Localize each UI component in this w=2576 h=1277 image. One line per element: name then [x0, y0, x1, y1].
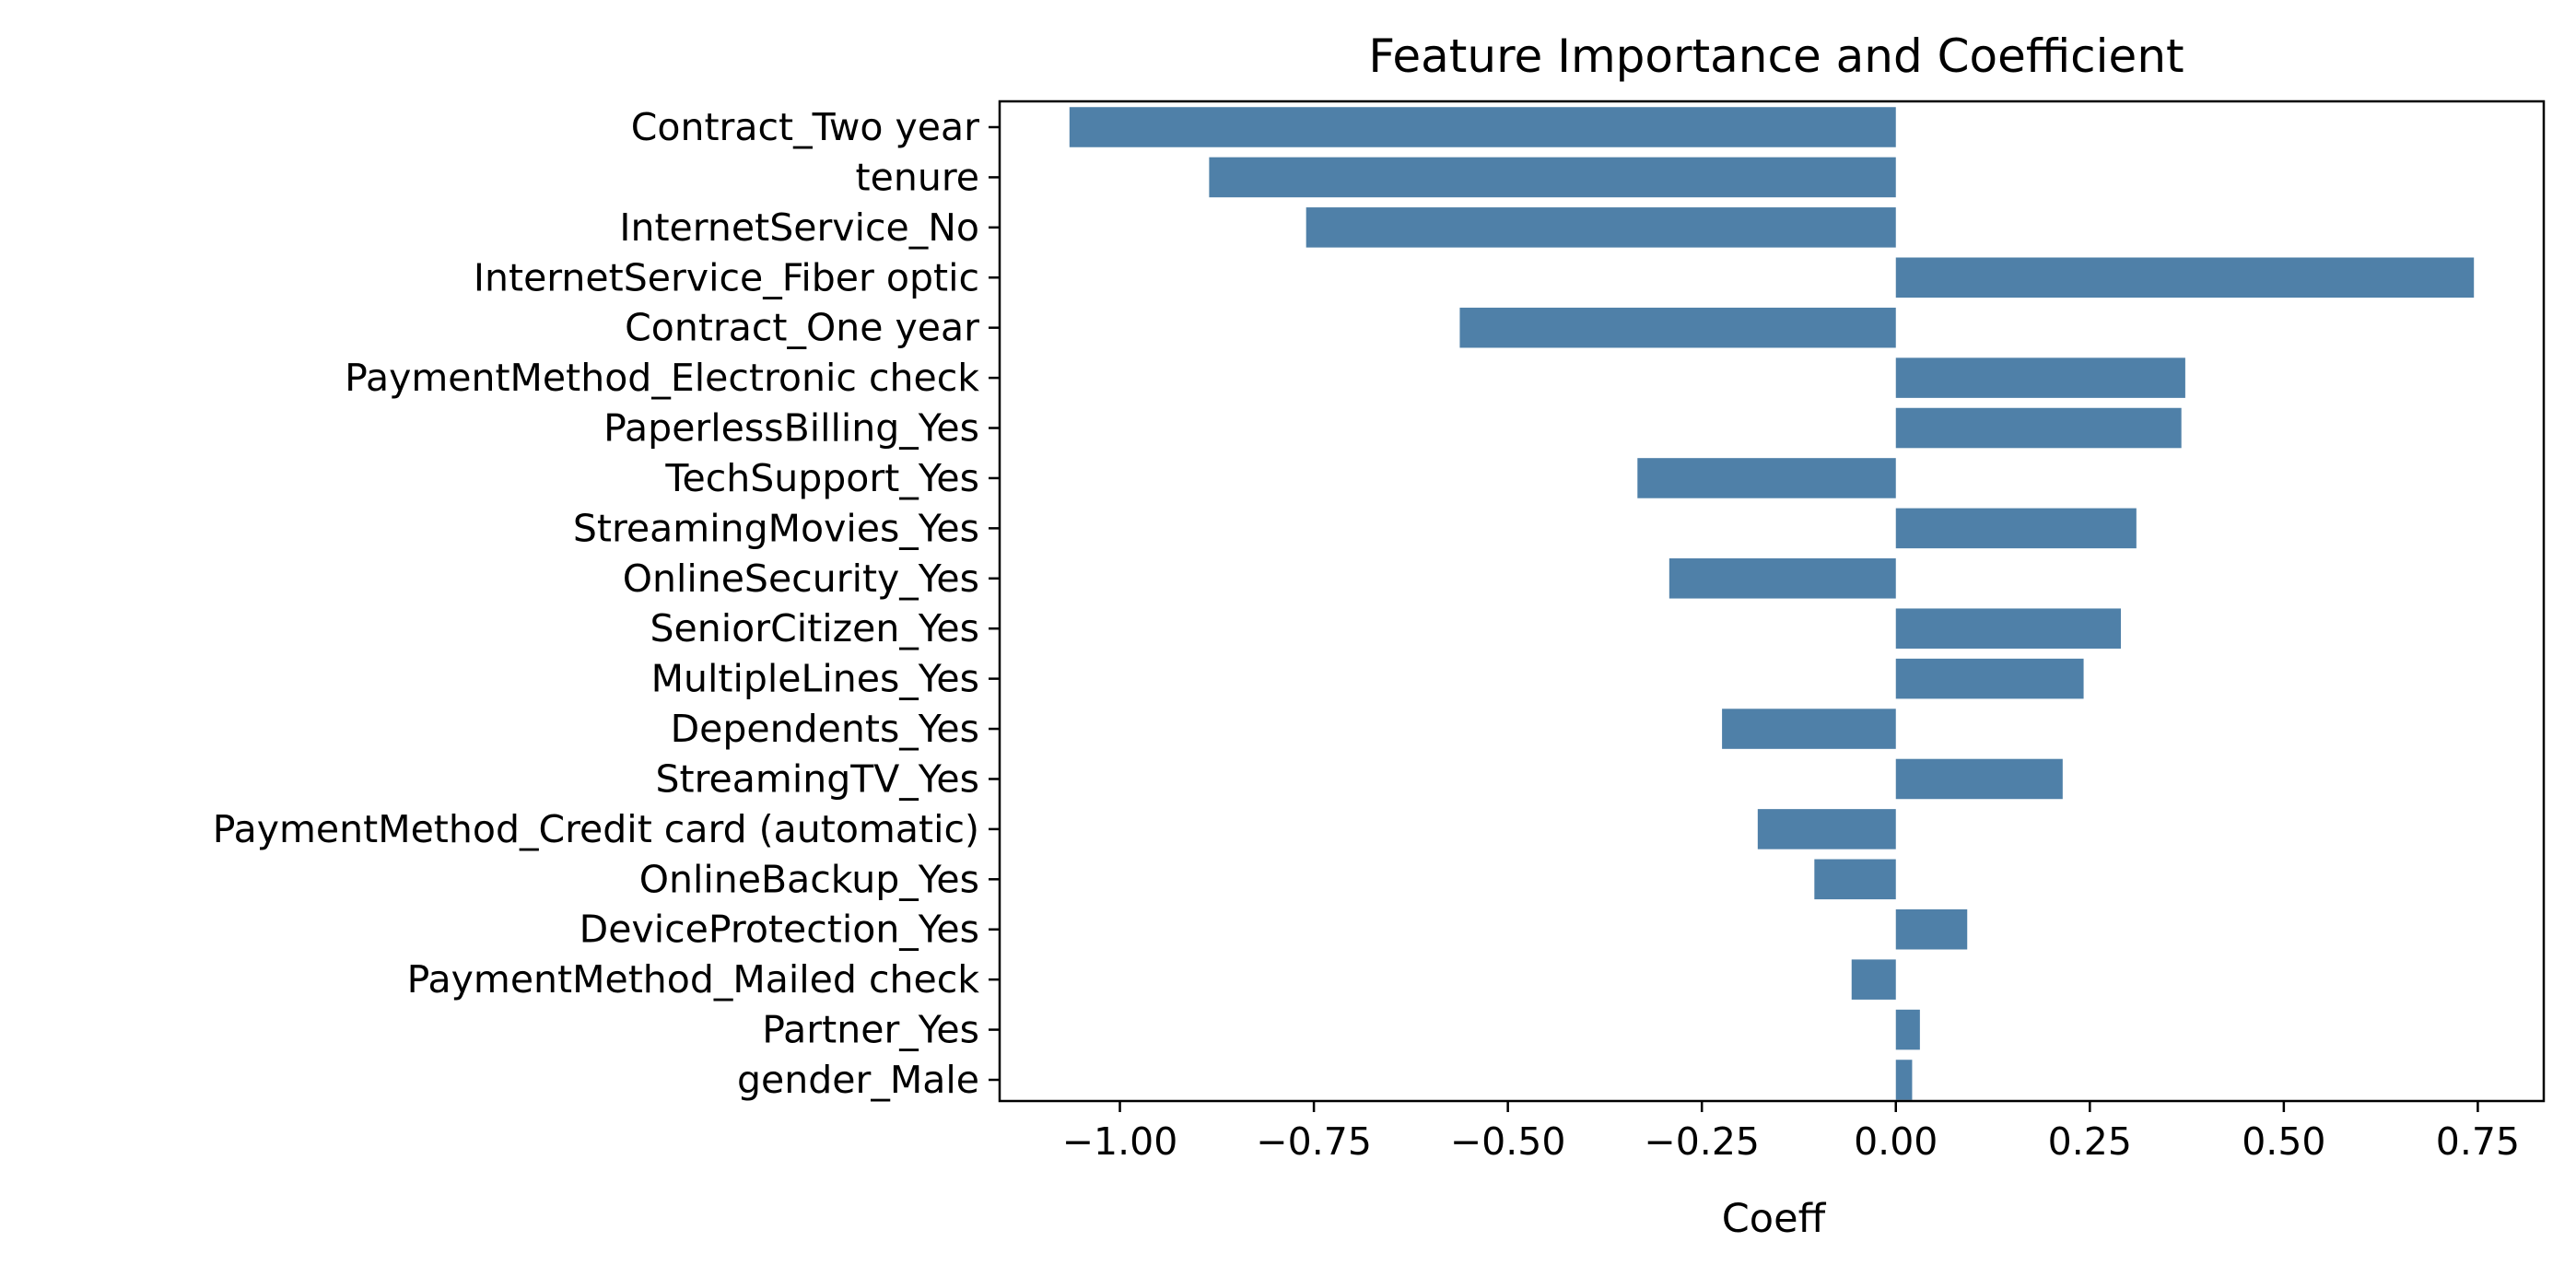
bar-19 [1895, 1060, 1913, 1100]
bar-6 [1895, 407, 2182, 449]
y-tick-label: OnlineSecurity_Yes [623, 556, 979, 601]
y-tick-label: MultipleLines_Yes [651, 657, 979, 701]
y-tick-label: DeviceProtection_Yes [580, 908, 979, 952]
bar-16 [1895, 908, 1968, 950]
bar-12 [1722, 709, 1896, 749]
bar-15 [1814, 859, 1896, 900]
bar-0 [1069, 107, 1896, 147]
x-tick-label: −0.50 [1450, 1119, 1566, 1164]
y-tick-label: InternetService_Fiber optic [474, 255, 979, 299]
bar-10 [1895, 608, 2121, 649]
bar-2 [1306, 207, 1896, 248]
y-axis: Contract_Two year tenure InternetService_N… [213, 105, 1000, 1102]
bar-4 [1459, 307, 1896, 348]
y-tick-label: Dependents_Yes [671, 707, 979, 751]
y-tick-label: OnlineBackup_Yes [639, 857, 979, 901]
bar-3 [1895, 257, 2475, 299]
x-axis-label: Coeff [1722, 1196, 1827, 1242]
y-tick-label: StreamingTV_Yes [655, 756, 979, 801]
x-tick-label: −0.25 [1644, 1119, 1760, 1164]
y-tick-label: Partner_Yes [762, 1008, 979, 1052]
bar-11 [1895, 658, 2084, 699]
x-tick-label: −0.75 [1256, 1119, 1372, 1164]
y-tick-label: PaymentMethod_Credit card (automatic) [213, 807, 979, 851]
x-tick-label: 0.50 [2242, 1119, 2325, 1164]
y-tick-label: InternetService_No [619, 205, 979, 250]
y-tick-label: Contract_One year [625, 306, 979, 350]
y-tick-label: Contract_Two year [631, 105, 979, 149]
x-tick-label: 0.00 [1854, 1119, 1938, 1164]
bar-7 [1637, 458, 1896, 498]
bar-18 [1895, 1009, 1920, 1050]
bar-5 [1895, 357, 2185, 398]
y-tick-label: tenure [856, 155, 979, 199]
y-tick-label: PaymentMethod_Mailed check [407, 957, 980, 1002]
bar-14 [1757, 809, 1896, 849]
y-tick-label: TechSupport_Yes [664, 456, 979, 500]
bar-17 [1851, 959, 1896, 1000]
bar-1 [1209, 157, 1896, 198]
chart-title: Feature Importance and Coefficient [1368, 29, 2184, 83]
y-tick-label: PaperlessBilling_Yes [603, 406, 979, 451]
y-tick-label: gender_Male [737, 1058, 979, 1102]
x-tick-label: 0.25 [2048, 1119, 2132, 1164]
x-tick-label: 0.75 [2436, 1119, 2520, 1164]
x-axis: −1.00 −0.75 −0.50 −0.25 0.00 0.25 0.50 0.75 [1062, 1101, 2520, 1164]
bar-8 [1895, 508, 2137, 549]
x-tick-label: −1.00 [1062, 1119, 1178, 1164]
y-tick-label: PaymentMethod_Electronic check [345, 356, 979, 400]
y-tick-label: StreamingMovies_Yes [573, 506, 979, 550]
bar-13 [1895, 758, 2063, 800]
bar-9 [1669, 558, 1896, 599]
bars-group [1069, 107, 2475, 1100]
plot-frame [998, 100, 2546, 1103]
y-tick-label: SeniorCitizen_Yes [650, 606, 979, 650]
